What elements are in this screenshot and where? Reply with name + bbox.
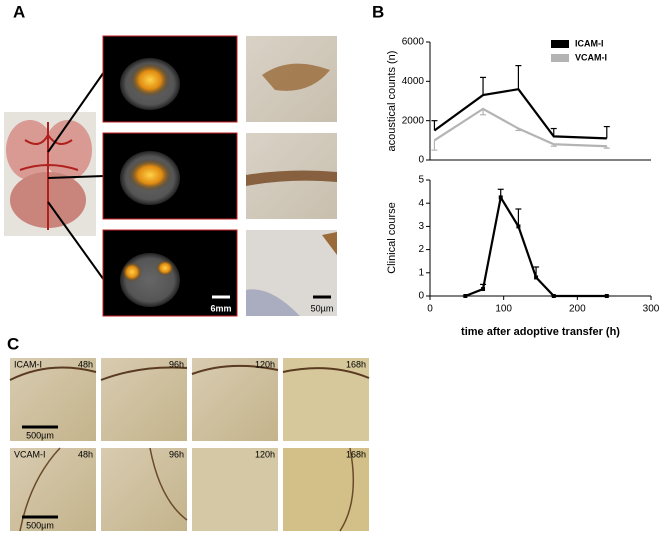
y-tick-label: 4000: [402, 76, 425, 87]
scale-bar-label: 50µm: [311, 303, 334, 313]
time-label: 120h: [255, 359, 275, 369]
time-label: 48h: [78, 359, 93, 369]
volume-renders: [102, 35, 238, 317]
marker: [516, 224, 521, 229]
marker: [481, 287, 486, 292]
x-tick-label: 0: [427, 304, 433, 315]
y-tick-label: 1: [418, 267, 424, 278]
y-tick-label: 3: [418, 221, 424, 232]
y-tick-label: 2000: [402, 115, 425, 126]
x-tick-label: 300: [643, 304, 660, 315]
time-label: 96h: [169, 359, 184, 369]
panel-label: B: [372, 2, 384, 21]
scale-bar-label: 500µm: [26, 520, 54, 530]
x-tick-label: 200: [569, 304, 586, 315]
connector-lines: [47, 71, 105, 281]
brain-photo: [4, 112, 96, 236]
y-tick-label: 4: [418, 198, 424, 209]
row-label: VCAM-I: [14, 449, 46, 459]
series-line: [464, 194, 607, 298]
y-axis-label: acoustical counts (n): [386, 51, 398, 152]
scale-bar-label: 6mm: [210, 303, 231, 313]
x-tick-label: 100: [495, 304, 512, 315]
y-tick-label: 0: [418, 155, 424, 166]
series-line: [433, 88, 607, 140]
panel-label: C: [7, 334, 19, 353]
time-label: 168h: [346, 359, 366, 369]
legend-label: VCAM-I: [575, 52, 607, 62]
y-tick-label: 5: [418, 175, 424, 186]
marker: [534, 275, 539, 280]
legend-label: ICAM-I: [575, 38, 604, 48]
time-label: 48h: [78, 449, 93, 459]
series-line: [433, 107, 607, 148]
y-tick-label: 0: [418, 291, 424, 302]
y-axis-label: Clinical course: [386, 202, 398, 274]
time-label: 120h: [255, 449, 275, 459]
legend-swatch: [551, 40, 569, 48]
marker: [604, 294, 609, 298]
marker: [551, 294, 556, 298]
time-label: 168h: [346, 449, 366, 459]
y-tick-label: 2: [418, 244, 424, 255]
legend-swatch: [551, 54, 569, 62]
x-axis-label: time after adoptive transfer (h): [461, 326, 620, 338]
y-tick-label: 6000: [402, 37, 425, 48]
row-label: ICAM-I: [14, 359, 42, 369]
histology-images: [246, 36, 337, 316]
time-label: 96h: [169, 449, 184, 459]
panel-c-images: [9, 358, 370, 532]
marker: [463, 294, 468, 298]
scale-bar-label: 500µm: [26, 430, 54, 440]
panel-label: A: [13, 2, 25, 21]
marker: [498, 195, 503, 200]
